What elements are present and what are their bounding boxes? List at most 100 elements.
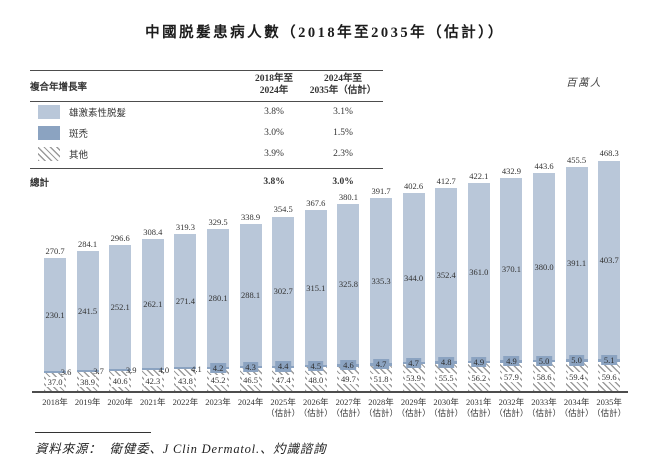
bar-segment-androgenetic	[565, 166, 588, 360]
legend-label-alopecia-areata: 斑禿	[69, 130, 89, 141]
alopecia-areata-value-label: 5.1	[601, 355, 617, 366]
source-note-label: 資料來源：	[35, 442, 102, 456]
total-value-label: 296.6	[110, 232, 130, 243]
others-value-label: 47.4	[274, 374, 293, 385]
alopecia-areata-value-label: 4.6	[340, 360, 357, 371]
others-value-label: 49.7	[339, 374, 358, 385]
bar-segment-androgenetic	[500, 178, 523, 361]
x-tick-label: 2027年 （估計）	[331, 397, 366, 419]
x-axis-line	[32, 391, 628, 393]
alopecia-areata-cagr-2018-2024: 3.0%	[264, 128, 284, 139]
total-value-label: 422.1	[469, 171, 489, 182]
cagr-col1-line1: 2018年至	[254, 74, 293, 84]
total-value-label: 443.6	[534, 160, 554, 171]
alopecia-areata-value-label: 4.7	[405, 358, 422, 369]
x-tick-label: 2022年	[172, 397, 199, 407]
others-value-label: 56.2	[469, 372, 488, 383]
androgenetic-value-label: 262.1	[143, 299, 163, 310]
androgenetic-value-label: 288.1	[241, 290, 261, 301]
androgenetic-value-label: 230.1	[45, 309, 65, 320]
bar-segment-alopecia-areata	[109, 369, 132, 372]
x-tick-label: 2032年 （估計）	[494, 397, 529, 419]
total-value-label: 329.5	[208, 216, 228, 227]
total-value-label: 402.6	[404, 180, 424, 191]
bar-segment-androgenetic	[207, 228, 229, 367]
androgenetic-cagr-2024-2035: 3.1%	[333, 107, 353, 118]
others-value-label: 38.9	[78, 376, 97, 387]
total-value-label: 367.6	[306, 197, 326, 208]
legend-label-others: 其他	[69, 151, 89, 162]
androgenetic-alopecia-swatch	[38, 105, 60, 120]
bar-segment-androgenetic	[239, 224, 262, 367]
alopecia-areata-cagr-2024-2035: 1.5%	[333, 128, 353, 139]
androgenetic-value-label: 403.7	[599, 255, 619, 266]
others-value-label: 45.2	[209, 375, 227, 386]
cagr-col-2018-2024: 2018年至 2024年	[245, 74, 303, 98]
alopecia-areata-value-label: 4.3	[242, 361, 259, 373]
total-value-label: 319.3	[175, 221, 195, 232]
bar-segment-androgenetic	[174, 233, 197, 368]
bar-segment-androgenetic	[533, 172, 555, 360]
total-value-label: 308.4	[143, 227, 163, 238]
total-cagr-2024-2035: 3.0%	[332, 176, 354, 187]
bar-segment-androgenetic	[109, 245, 132, 370]
androgenetic-value-label: 361.0	[469, 267, 489, 278]
others-value-label: 53.9	[404, 373, 423, 384]
bar-segment-androgenetic	[76, 251, 99, 371]
unit-label: 百萬人	[566, 78, 602, 89]
x-tick-label: 2020年	[107, 397, 133, 407]
alopecia-areata-value-label: 4.9	[503, 356, 520, 367]
alopecia-areata-value-label: 4.7	[373, 359, 389, 370]
x-tick-label: 2034年 （估計）	[559, 397, 594, 419]
total-value-label: 380.1	[338, 191, 358, 202]
source-note: 資料來源： 衛健委、J Clin Dermatol.、灼識諮詢	[35, 438, 326, 457]
bar-segment-androgenetic	[44, 257, 66, 372]
legend-label-androgenetic-alopecia: 雄激素性脱髮	[69, 109, 127, 120]
others-value-label: 51.8	[372, 373, 390, 384]
others-value-label: 59.6	[600, 371, 619, 382]
alopecia-areata-value-label: 3.9	[125, 365, 137, 376]
cagr-table: 複合年增長率 2018年至 2024年 2024年至 2035年（估計） 雄激素…	[30, 70, 383, 190]
bar-segment-alopecia-areata	[44, 371, 66, 373]
x-tick-label: 2029年 （估計）	[396, 397, 431, 419]
total-value-label: 391.7	[371, 186, 391, 197]
androgenetic-value-label: 370.1	[501, 264, 521, 275]
legend-row-alopecia-areata: 斑禿 3.0% 1.5%	[30, 123, 383, 144]
x-tick-label: 2018年	[42, 397, 68, 407]
cagr-total-row: 總計 3.8% 3.0%	[30, 167, 383, 190]
androgenetic-cagr-2018-2024: 3.8%	[264, 107, 284, 118]
total-value-label: 284.1	[78, 239, 98, 250]
cagr-col2-line2: 2035年（估計）	[309, 85, 377, 96]
others-value-label: 57.9	[502, 372, 521, 383]
cagr-header-title: 複合年增長率	[30, 82, 88, 93]
androgenetic-value-label: 352.4	[436, 269, 456, 280]
alopecia-areata-value-label: 4.9	[470, 356, 487, 368]
alopecia-areata-value-label: 5.0	[536, 355, 552, 366]
x-tick-label: 2019年	[74, 397, 101, 407]
source-note-text: 衛健委、J Clin Dermatol.、灼識諮詢	[109, 442, 327, 456]
bar-segment-alopecia-areata	[174, 367, 197, 370]
alopecia-areata-value-label: 4.2	[210, 362, 226, 373]
legend-row-others: 其他 3.9% 2.3%	[30, 144, 383, 165]
others-value-label: 43.8	[176, 375, 195, 386]
stacked-bar-chart: 270.7 230.1 3.6 37.0 284.1 241.5 3.7 38.9 296.6 2…	[32, 148, 628, 391]
total-value-label: 270.7	[45, 245, 65, 256]
cagr-col2-line1: 2024年至	[323, 74, 362, 84]
bar-segment-androgenetic	[272, 216, 295, 366]
alopecia-areata-swatch	[38, 126, 60, 141]
total-value-label: 432.9	[501, 165, 521, 176]
total-value-label: 412.7	[436, 175, 456, 186]
bar-segment-alopecia-areata	[76, 370, 99, 372]
bar-segment-androgenetic	[304, 210, 327, 366]
others-value-label: 46.5	[241, 374, 260, 386]
cagr-table-header: 複合年增長率 2018年至 2024年 2024年至 2035年（估計）	[30, 70, 383, 102]
footnote-rule	[35, 432, 151, 433]
x-tick-label: 2028年 （估計）	[363, 397, 399, 419]
others-value-label: 48.0	[306, 374, 325, 385]
total-value-label: 455.5	[567, 154, 587, 165]
cagr-col-2024-2035: 2024年至 2035年（估計）	[303, 74, 383, 98]
alopecia-areata-value-label: 3.6	[60, 367, 72, 378]
x-tick-label: 2024年	[237, 397, 264, 407]
others-cagr-2024-2035: 2.3%	[333, 149, 353, 160]
androgenetic-value-label: 252.1	[110, 302, 130, 313]
